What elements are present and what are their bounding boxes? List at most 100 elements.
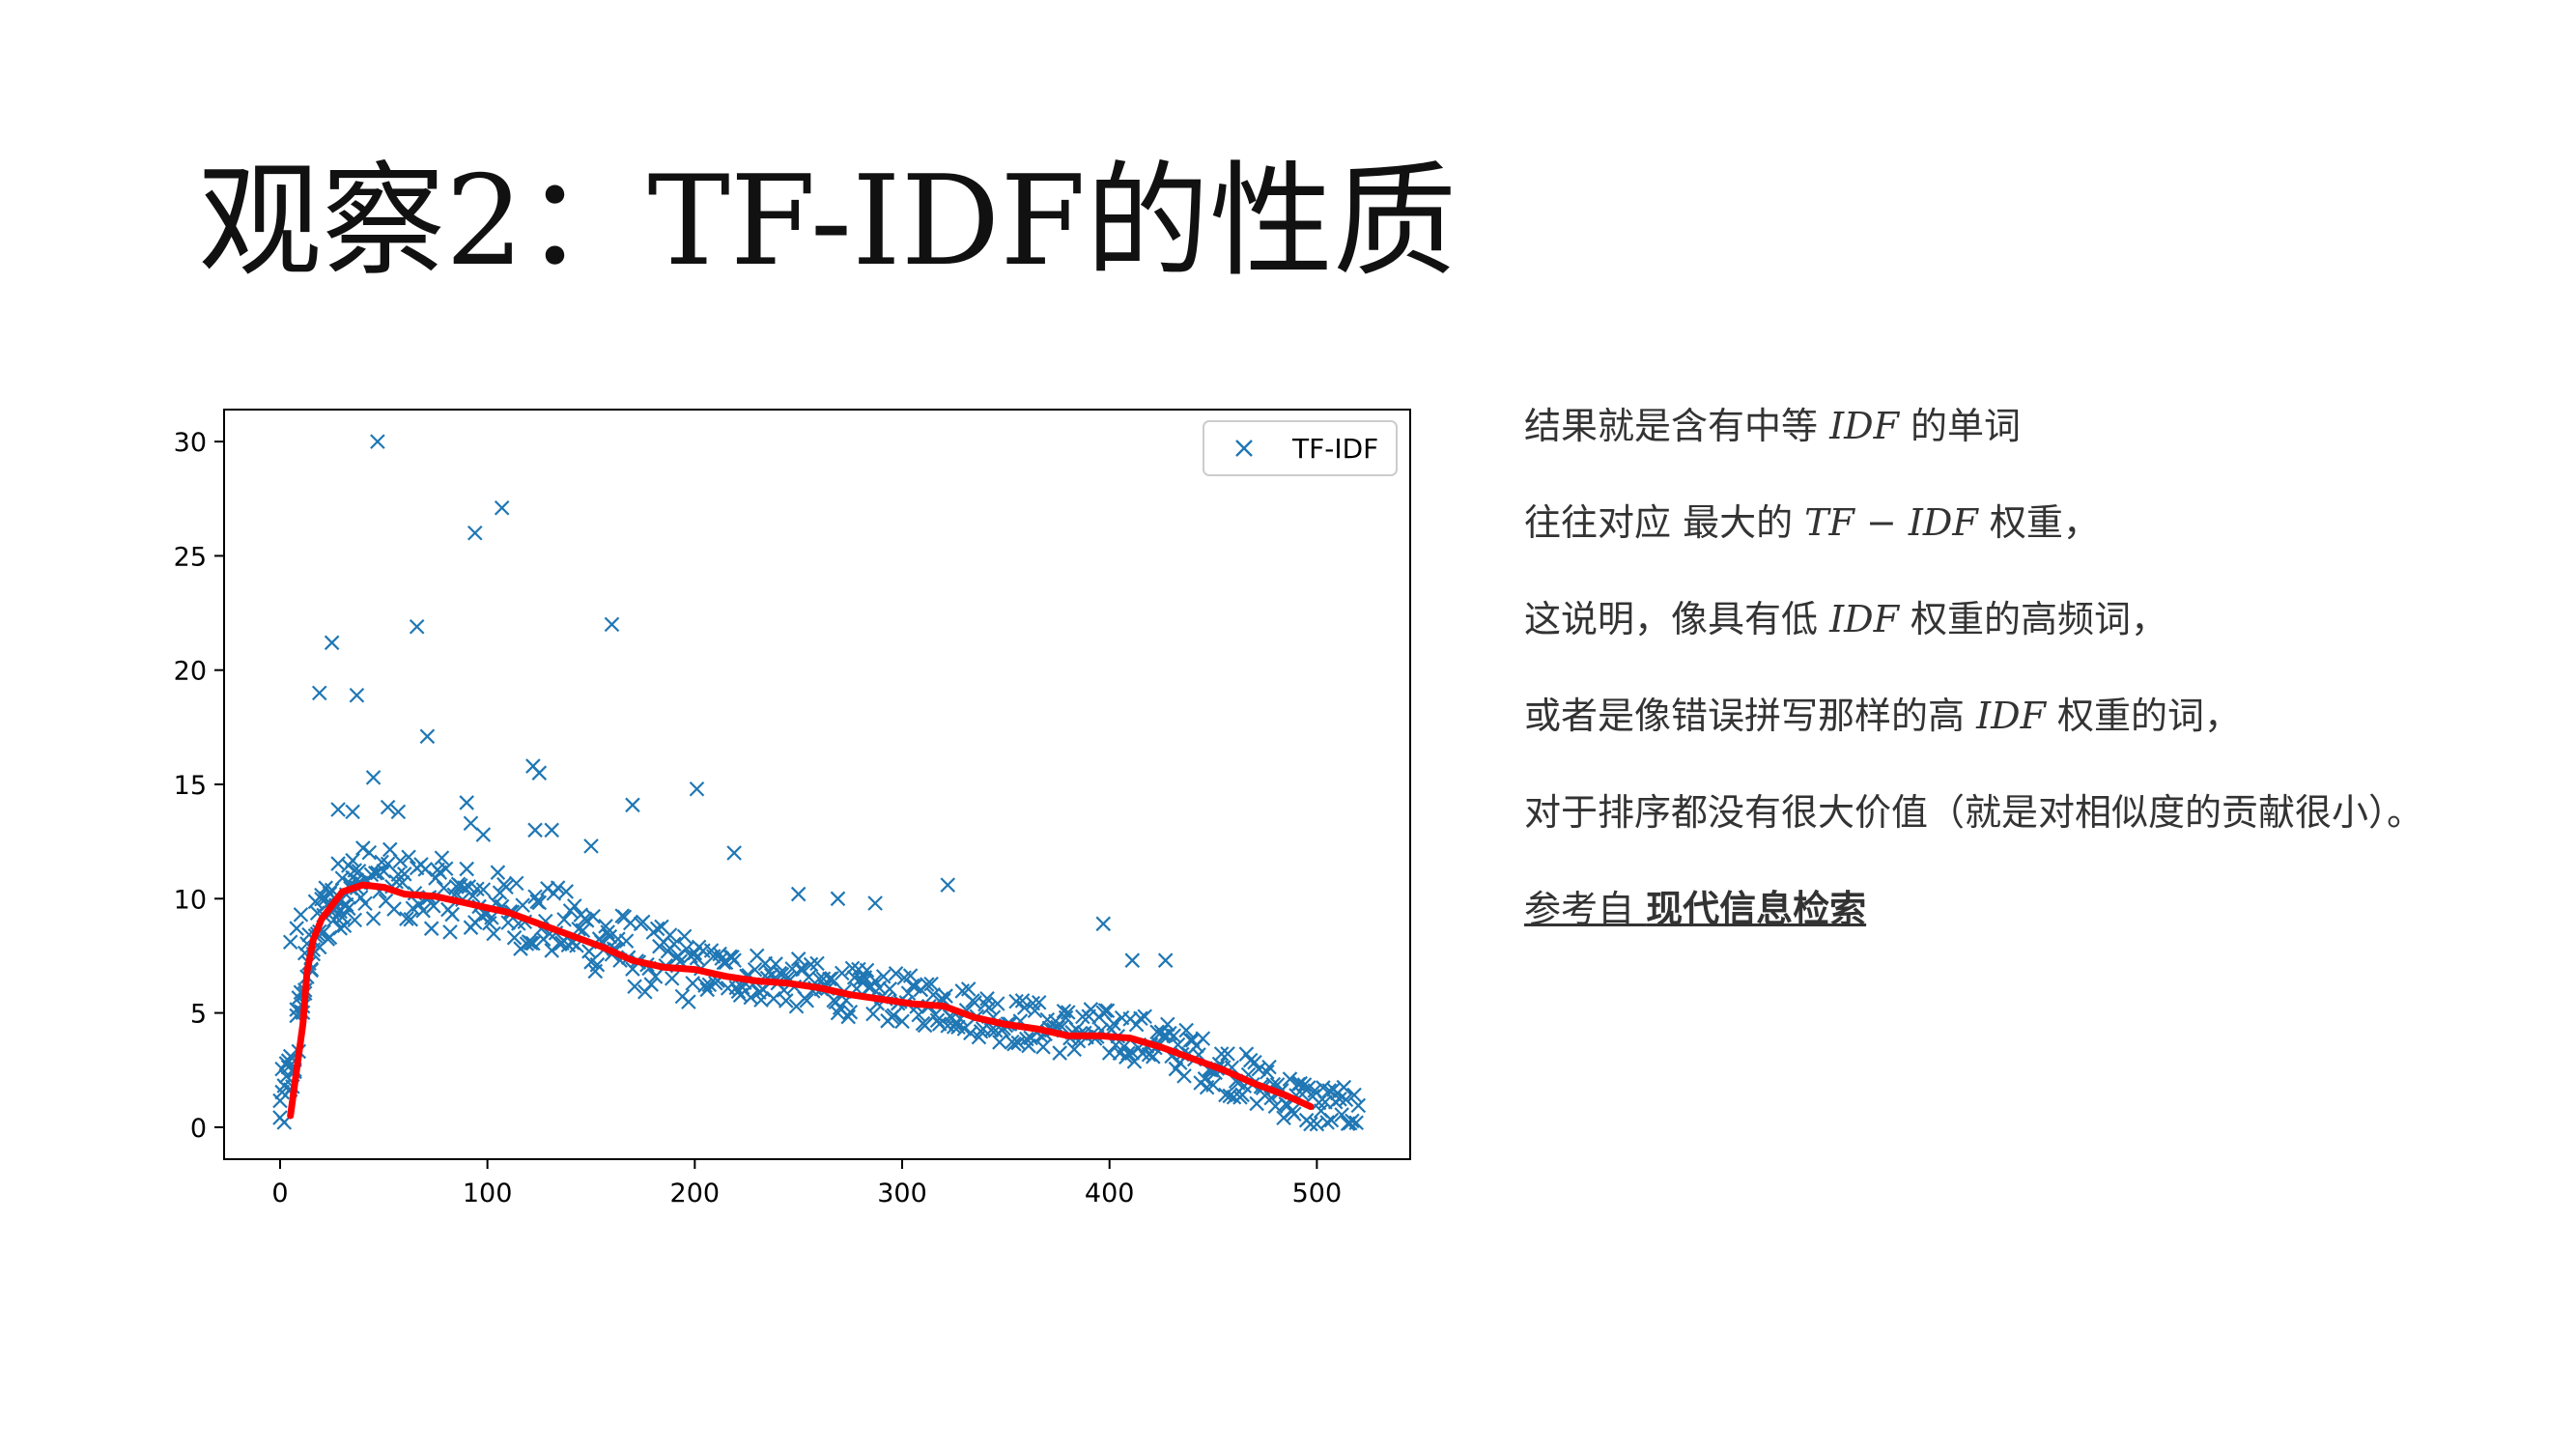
axes-frame xyxy=(223,409,1411,1160)
scatter-point xyxy=(1176,1068,1192,1084)
y-tick-label: 10 xyxy=(174,885,207,915)
scatter-point xyxy=(567,898,582,914)
scatter-point xyxy=(625,797,640,813)
scatter-point xyxy=(1166,1028,1182,1044)
slide-title: 观察2：TF-IDF的性质 xyxy=(198,150,1458,294)
scatter-point xyxy=(1006,1036,1022,1052)
note-text: 权重， xyxy=(1977,501,2100,544)
legend-label: TF-IDF xyxy=(1291,433,1378,465)
scatter-point xyxy=(1137,1009,1152,1025)
scatter-point xyxy=(347,912,363,928)
scatter-point xyxy=(666,936,682,952)
scatter-point xyxy=(289,921,304,936)
scatter-point xyxy=(689,781,705,797)
scatter-point xyxy=(544,943,559,958)
scatter-point xyxy=(550,880,566,895)
scatter-point xyxy=(1321,1083,1338,1098)
scatter-point xyxy=(1099,1003,1116,1018)
note-text: 权重的词， xyxy=(2045,695,2242,737)
x-tick-label: 500 xyxy=(1292,1179,1343,1208)
scatter-point xyxy=(766,990,781,1007)
note-text: 或者是像错误拼写那样的高 xyxy=(1524,695,1977,737)
scatter-point xyxy=(515,897,530,913)
scatter-point xyxy=(394,874,410,891)
scatter-point xyxy=(589,956,606,973)
scatter-point xyxy=(867,973,883,989)
y-tick-label: 0 xyxy=(190,1114,207,1144)
reference-prefix: 参考自 xyxy=(1524,888,1647,930)
scatter-point xyxy=(618,933,635,949)
scatter-point xyxy=(396,867,412,882)
scatter-point xyxy=(409,618,425,635)
scatter-point xyxy=(469,881,485,897)
scatter-point xyxy=(1120,1045,1136,1062)
scatter-point xyxy=(423,921,439,936)
notes-panel: 结果就是含有中等 IDF 的单词 往往对应 最大的 TF − IDF 权重， 这… xyxy=(1524,402,2548,981)
scatter-point xyxy=(867,895,883,911)
scatter-point xyxy=(1097,1003,1114,1018)
scatter-point xyxy=(844,960,861,977)
scatter-point xyxy=(894,1013,910,1030)
y-tick-label: 15 xyxy=(174,771,207,801)
scatter-point xyxy=(602,928,618,945)
reference-line[interactable]: 参考自 现代信息检索 xyxy=(1524,885,2548,933)
scatter-point xyxy=(459,795,474,810)
scatter-point xyxy=(475,882,492,897)
scatter-point xyxy=(1260,1064,1275,1080)
scatter-point xyxy=(1303,1116,1318,1132)
scatter-point xyxy=(544,822,559,838)
y-axis: 0 5 10 15 20 25 30 xyxy=(174,428,224,1144)
scatter-point xyxy=(865,1006,881,1022)
scatter-point xyxy=(747,961,763,978)
scatter-point xyxy=(992,1035,1007,1050)
scatter-point xyxy=(417,862,434,877)
note-line-4: 或者是像错误拼写那样的高 IDF 权重的词， xyxy=(1524,692,2548,740)
note-text: 结果就是含有中等 xyxy=(1524,405,1830,447)
scatter-point xyxy=(531,765,548,781)
scatter-point xyxy=(882,981,897,997)
scatter-point xyxy=(875,969,892,984)
scatter-point xyxy=(1052,1045,1067,1061)
scatter-point xyxy=(349,687,365,703)
math-expr: IDF xyxy=(1829,405,1899,447)
reference-link[interactable]: 参考自 现代信息检索 xyxy=(1524,888,1866,930)
scatter-point xyxy=(960,981,977,997)
scatter-point xyxy=(979,991,995,1007)
math-expr: IDF xyxy=(1829,598,1899,640)
scatter-point xyxy=(1149,1024,1165,1040)
scatter-point xyxy=(390,867,407,883)
scatter-point xyxy=(1146,1049,1161,1065)
scatter-point xyxy=(1178,1022,1194,1038)
note-line-3: 这说明，像具有低 IDF 权重的高频词， xyxy=(1524,595,2548,643)
scatter-point xyxy=(486,925,501,942)
scatter-point xyxy=(341,900,356,917)
scatter-point xyxy=(799,992,815,1009)
scatter-point xyxy=(558,884,575,899)
scatter-point xyxy=(380,799,396,815)
scatter-point xyxy=(531,895,548,911)
scatter-point xyxy=(459,861,474,877)
scatter-point xyxy=(834,965,850,981)
scatter-point xyxy=(278,1068,295,1085)
scatter-point xyxy=(330,802,346,817)
scatter-point xyxy=(361,844,378,861)
scatter-point xyxy=(585,908,601,924)
scatter-point xyxy=(401,849,416,866)
x-tick-label: 100 xyxy=(463,1179,513,1208)
scatter-point xyxy=(523,935,539,951)
scatter-point xyxy=(1016,1000,1033,1015)
y-tick-label: 25 xyxy=(174,542,207,572)
scatter-point xyxy=(467,525,483,541)
scatter-point xyxy=(888,966,904,981)
scatter-point xyxy=(508,875,524,892)
scatter-point xyxy=(1220,1046,1235,1062)
reference-title: 现代信息检索 xyxy=(1646,888,1867,930)
scatter-point xyxy=(1282,1071,1298,1087)
scatter-point xyxy=(444,906,460,923)
scatter-point xyxy=(1336,1079,1352,1095)
scatter-point xyxy=(1124,952,1141,968)
x-tick-label: 400 xyxy=(1085,1179,1135,1208)
x-tick-label: 200 xyxy=(670,1179,721,1208)
scatter-point xyxy=(981,1000,997,1015)
scatter-point xyxy=(1345,1113,1360,1129)
